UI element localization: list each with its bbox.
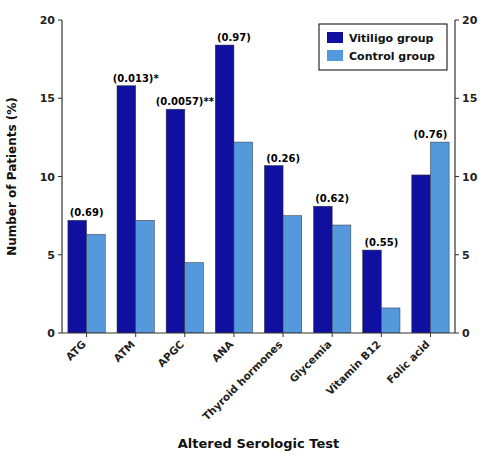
y2-tick-label: 20 [462,14,478,27]
legend-swatch [327,32,343,43]
annotation: (0.62) [315,193,349,204]
y-tick-label: 10 [40,171,56,184]
y-tick [58,254,62,255]
annotation: (0.26) [266,153,300,164]
x-tick-label: ATM [111,338,137,364]
x-tick-label: Glycemia [287,338,334,385]
y-tick [58,20,62,21]
y2-tick-label: 5 [462,249,470,262]
annotation: (0.55) [364,237,398,248]
legend: Vitiligo group Control group [319,24,447,70]
y-tick [58,176,62,177]
x-axis-line [62,332,455,333]
x-axis-label: Altered Serologic Test [178,436,339,451]
bar [363,250,382,333]
bar [314,206,333,333]
x-tick-label: Thyroid hormones [200,338,285,423]
bar [234,142,253,333]
x-tick [332,333,333,337]
y2-tick-label: 0 [462,327,470,340]
annotation: (0.97) [217,32,251,43]
x-tick [233,333,234,337]
x-tick [381,333,382,337]
bar [264,166,283,333]
y2-tick [455,176,459,177]
y2-tick-label: 15 [462,92,477,105]
bar [87,234,106,333]
bar [215,45,234,333]
y-tick [58,98,62,99]
annotation: (0.76) [414,129,448,140]
bar [117,86,136,333]
x-tick [86,333,87,337]
bars [68,45,449,333]
bar [412,175,431,333]
x-tick [184,333,185,337]
x-tick-label: Vitamin B12 [323,338,382,397]
y-tick-label: 5 [47,249,55,262]
bar [283,216,302,333]
x-tick [283,333,284,337]
y-tick [58,333,62,334]
annotation: (0.013)* [113,73,160,84]
y-tick-label: 15 [40,92,55,105]
annotation: (0.69) [70,207,104,218]
legend-label: Vitiligo group [349,32,434,45]
bar [381,308,400,333]
bar [332,225,351,333]
x-tick-label: APGC [155,338,186,369]
bar [68,220,87,333]
chart: (0.69) (0.013)* (0.0057)** (0.97) (0.26) (0.6… [0,0,500,458]
x-tick-label: ANA [209,337,236,364]
y-axis-label: Number of Patients (%) [5,97,19,256]
y2-tick [455,333,459,334]
annotation: (0.0057)** [156,96,215,107]
y-tick-label: 0 [47,327,55,340]
y2-tick [455,98,459,99]
x-tick [135,333,136,337]
y2-tick [455,20,459,21]
legend-swatch [327,50,343,61]
x-tick-label: Folic acid [384,338,432,386]
x-tick [430,333,431,337]
bar [185,263,204,333]
legend-box [319,24,447,70]
x-tick-label: ATG [63,338,88,363]
background [0,0,500,458]
y2-tick-label: 10 [462,171,478,184]
legend-label: Control group [349,50,435,63]
y2-tick [455,254,459,255]
bar [166,109,185,333]
bar [136,220,155,333]
bar [430,142,449,333]
y-tick-label: 20 [40,14,56,27]
